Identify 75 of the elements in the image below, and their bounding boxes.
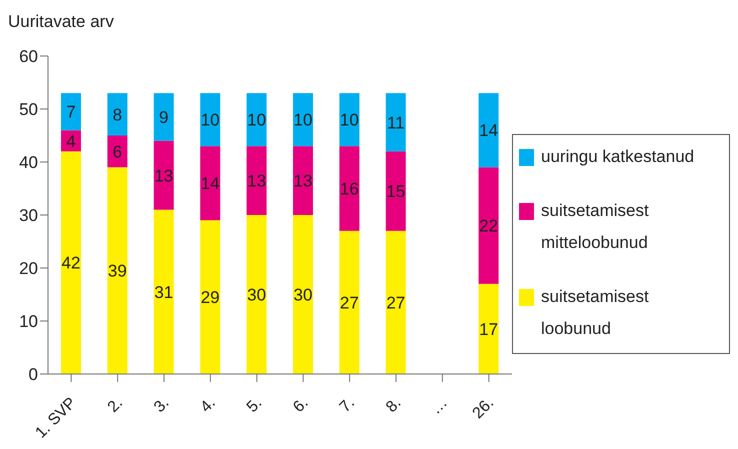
data-label: 14 (200, 174, 220, 194)
y-tick-label: 20 (19, 259, 38, 278)
data-label: 14 (479, 121, 498, 140)
data-label: 7 (66, 102, 76, 122)
data-label: 10 (294, 110, 312, 130)
bar (386, 151, 406, 231)
data-label: 13 (154, 166, 174, 186)
bar (292, 93, 313, 146)
bar (154, 93, 174, 141)
data-label: 42 (62, 254, 80, 273)
y-tick-label: 30 (19, 206, 38, 226)
data-label: 15 (386, 182, 406, 202)
data-label: 10 (340, 110, 359, 130)
bar (478, 284, 499, 374)
bar (386, 93, 406, 152)
data-label: 17 (479, 320, 498, 339)
bar (154, 140, 174, 210)
data-label: 13 (247, 172, 266, 191)
legend-label: suitsetamisest loobunud (541, 286, 650, 340)
bar (107, 167, 128, 374)
data-label: 6 (112, 142, 122, 162)
data-label: 8 (112, 105, 122, 124)
legend-label: suitsetamisest mitteloobunud (541, 200, 650, 254)
data-label: 22 (479, 216, 498, 236)
x-tick-label: 1. SVP (32, 394, 80, 442)
y-tick-label: 60 (19, 47, 38, 66)
bar (60, 93, 81, 130)
bar (246, 93, 267, 146)
data-label: 29 (200, 288, 220, 308)
x-tick-label: … (428, 394, 451, 418)
x-tick-label: 3. (151, 394, 172, 416)
y-tick-label: 40 (19, 153, 38, 172)
data-label: 11 (386, 113, 405, 132)
x-tick-label: 6. (290, 394, 312, 416)
bar (292, 146, 313, 215)
x-tick-label: 5. (244, 394, 266, 416)
y-tick-label: 0 (28, 365, 38, 384)
data-label: 13 (294, 172, 312, 191)
bar (107, 136, 128, 168)
bar (200, 93, 220, 146)
bar (478, 167, 499, 284)
data-label: 30 (294, 286, 312, 305)
y-axis-title: Uuritavate arv (8, 12, 114, 32)
bar (339, 93, 360, 146)
x-tick-label: 7. (336, 394, 358, 416)
bar (386, 230, 406, 374)
bar (200, 220, 220, 374)
bar (292, 215, 313, 374)
data-label: 10 (200, 110, 220, 130)
x-tick-label: 8. (383, 394, 404, 416)
bar (478, 93, 499, 168)
data-label: 27 (386, 293, 406, 312)
bar (200, 146, 220, 220)
data-label: 16 (340, 180, 359, 199)
data-label: 27 (340, 293, 359, 312)
data-label: 10 (247, 110, 266, 130)
data-label: 39 (108, 262, 127, 281)
legend-label: uuringu katkestanud (541, 146, 696, 168)
bar (107, 93, 128, 136)
x-tick-label: 26. (470, 394, 498, 422)
data-label: 30 (247, 286, 266, 305)
bar (246, 146, 267, 215)
x-tick-label: 4. (197, 394, 219, 416)
bar (339, 146, 360, 231)
bar (339, 230, 360, 374)
y-tick-label: 50 (19, 100, 38, 120)
y-tick-label: 10 (19, 312, 38, 332)
bar (154, 210, 174, 374)
data-label: 4 (66, 132, 76, 151)
x-tick-label: 2. (104, 394, 126, 416)
bar (60, 151, 81, 374)
data-label: 9 (159, 108, 169, 127)
bar (246, 215, 267, 374)
bar (60, 130, 81, 152)
data-label: 31 (154, 282, 174, 302)
